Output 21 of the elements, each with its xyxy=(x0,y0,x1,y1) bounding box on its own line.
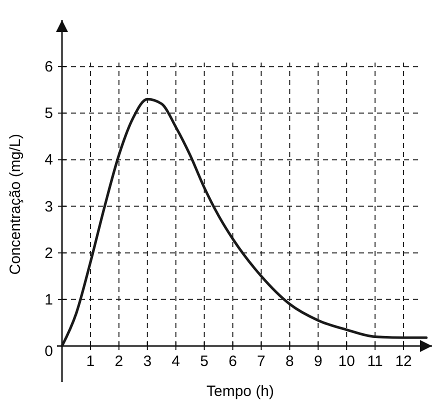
x-tick-label: 2 xyxy=(114,353,124,370)
x-tick-label: 6 xyxy=(228,353,237,370)
y-tick-label: 2 xyxy=(44,244,53,262)
y-tick-label: 5 xyxy=(44,105,53,122)
y-axis-title: Concentração (mg/L) xyxy=(7,134,24,275)
x-tick-label: 4 xyxy=(172,353,180,370)
x-tick-label: 10 xyxy=(338,353,355,370)
x-axis-title: Tempo (h) xyxy=(206,383,274,400)
x-tick-label: 11 xyxy=(367,353,383,370)
y-tick-label: 4 xyxy=(44,152,53,169)
x-tick-label: 12 xyxy=(395,353,412,370)
y-tick-label: 0 xyxy=(44,343,53,360)
x-tick-label: 9 xyxy=(314,353,322,370)
y-tick-label: 1 xyxy=(44,291,53,308)
y-tick-label: 6 xyxy=(44,58,53,76)
x-tick-label: 7 xyxy=(257,353,266,370)
x-tick-label: 3 xyxy=(143,353,152,370)
x-tick-label: 5 xyxy=(200,353,208,370)
x-tick-label: 1 xyxy=(86,353,95,370)
y-tick-label: 3 xyxy=(44,198,53,216)
x-tick-label: 8 xyxy=(286,353,294,370)
